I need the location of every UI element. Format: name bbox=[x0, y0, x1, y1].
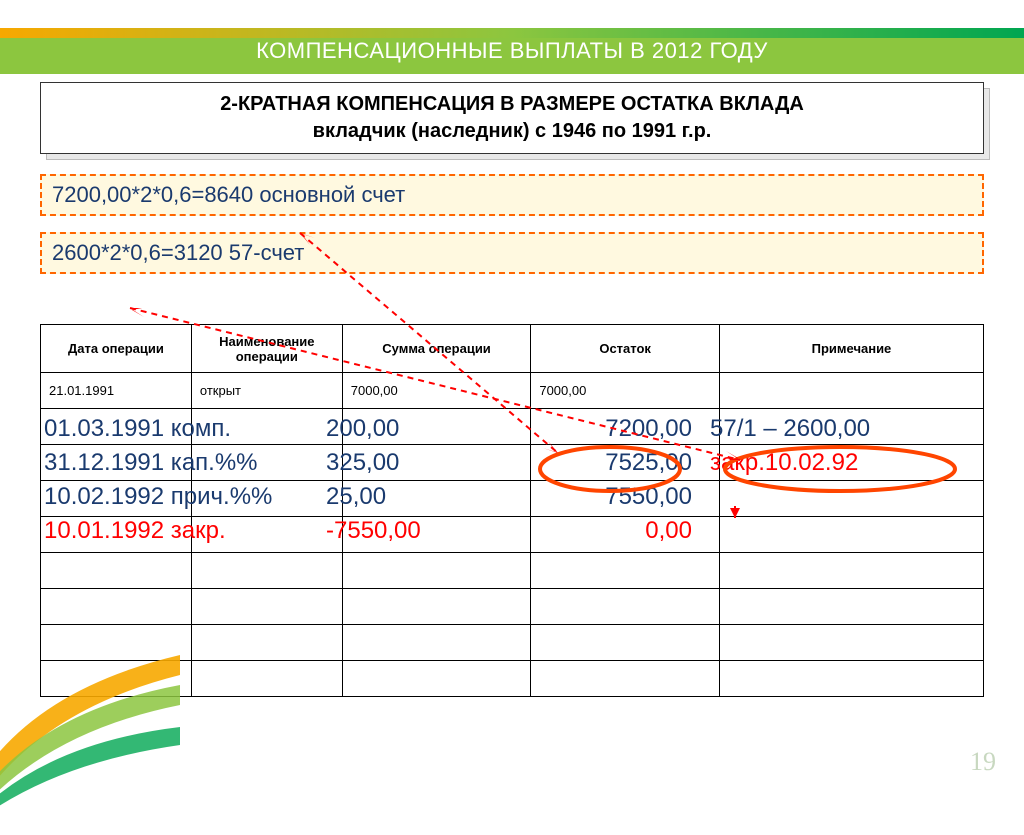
col-name: Наименование операции bbox=[191, 325, 342, 373]
col-note: Примечание bbox=[719, 325, 983, 373]
corner-swoosh-icon bbox=[0, 615, 180, 835]
subtitle-container: 2-КРАТНАЯ КОМПЕНСАЦИЯ В РАЗМЕРЕ ОСТАТКА … bbox=[40, 82, 984, 154]
table-row bbox=[41, 661, 984, 697]
operations-table-wrap: Дата операции Наименование операции Сумм… bbox=[40, 324, 984, 697]
table-row bbox=[41, 409, 984, 445]
subtitle-box: 2-КРАТНАЯ КОМПЕНСАЦИЯ В РАЗМЕРЕ ОСТАТКА … bbox=[40, 82, 984, 154]
arrow-head-icon bbox=[130, 308, 144, 317]
cell bbox=[719, 373, 983, 409]
col-balance: Остаток bbox=[531, 325, 720, 373]
calculation-box-2: 2600*2*0,6=3120 57-счет bbox=[40, 232, 984, 274]
table-row: 21.01.1991 открыт 7000,00 7000,00 bbox=[41, 373, 984, 409]
table-row bbox=[41, 553, 984, 589]
top-accent-bar bbox=[0, 28, 1024, 38]
cell: открыт bbox=[191, 373, 342, 409]
table-row bbox=[41, 445, 984, 481]
subtitle-line1: 2-КРАТНАЯ КОМПЕНСАЦИЯ В РАЗМЕРЕ ОСТАТКА … bbox=[51, 91, 973, 118]
table-header-row: Дата операции Наименование операции Сумм… bbox=[41, 325, 984, 373]
page-number: 19 bbox=[970, 747, 996, 777]
table-row bbox=[41, 517, 984, 553]
col-date: Дата операции bbox=[41, 325, 192, 373]
col-amount: Сумма операции bbox=[342, 325, 531, 373]
cell: 7000,00 bbox=[531, 373, 720, 409]
operations-table: Дата операции Наименование операции Сумм… bbox=[40, 324, 984, 697]
cell: 21.01.1991 bbox=[41, 373, 192, 409]
cell: 7000,00 bbox=[342, 373, 531, 409]
table-row bbox=[41, 481, 984, 517]
table-row bbox=[41, 589, 984, 625]
table-row bbox=[41, 625, 984, 661]
calculation-box-1: 7200,00*2*0,6=8640 основной счет bbox=[40, 174, 984, 216]
subtitle-line2: вкладчик (наследник) с 1946 по 1991 г.р. bbox=[51, 118, 973, 145]
